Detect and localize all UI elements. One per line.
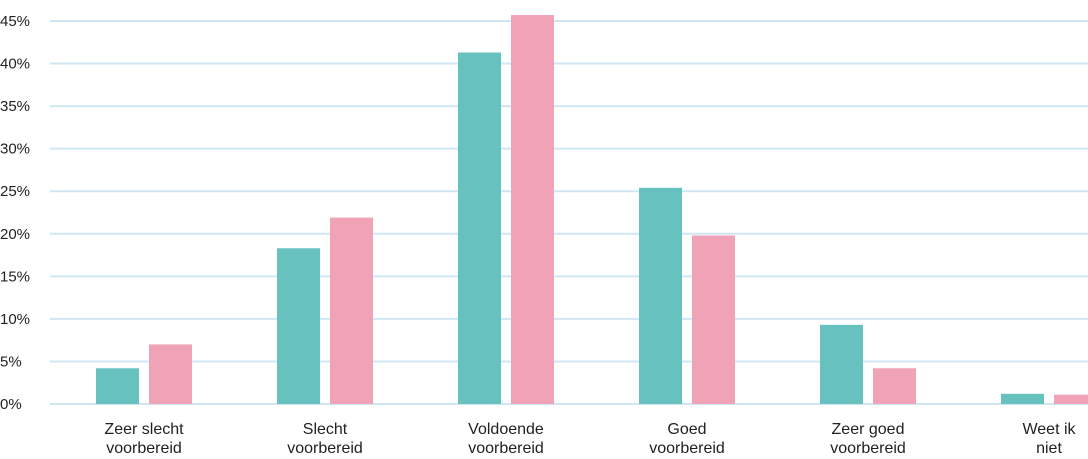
x-category-label: Zeer goed voorbereid (830, 421, 906, 457)
x-category-label-line: Goed (667, 421, 706, 438)
x-category-label-line: voorbereid (106, 440, 182, 457)
bar-series-2-category-4 (692, 235, 735, 404)
bar-series-1-category-5 (820, 324, 863, 404)
x-category-label-line: Voldoende (468, 421, 544, 438)
x-category-label: Zeer slecht voorbereid (104, 421, 184, 457)
y-tick-label: 25% (0, 183, 30, 200)
y-tick-label: 0% (0, 396, 22, 413)
x-category-label-line: voorbereid (830, 440, 906, 457)
x-category-label-line: voorbereid (287, 440, 363, 457)
x-category-label-line: Weet ik (1022, 421, 1076, 438)
y-tick-label: 20% (0, 226, 30, 243)
x-category-label: Voldoende voorbereid (468, 421, 544, 457)
gridlines (50, 20, 1088, 405)
y-tick-label: 30% (0, 141, 30, 158)
y-tick-label: 10% (0, 311, 30, 328)
bar-series-2-category-1 (149, 344, 192, 404)
bar-series-2-category-3 (511, 15, 554, 404)
bar-series-1-category-3 (458, 52, 501, 404)
x-category-label-line: Slecht (303, 421, 348, 438)
x-category-label: Slecht voorbereid (287, 421, 363, 457)
bar-series-1-category-1 (96, 368, 139, 404)
bars (96, 15, 1088, 404)
x-category-label-line: niet (1036, 440, 1062, 457)
bar-series-2-category-2 (330, 217, 373, 404)
x-category-label: Goed voorbereid (649, 421, 725, 457)
y-tick-label: 45% (0, 13, 30, 30)
y-tick-label: 5% (0, 353, 22, 370)
y-tick-label: 15% (0, 268, 30, 285)
y-axis-tick-labels: 0% 5% 10% 15% 20% 25% 30% 35% 40% 45% (0, 13, 30, 413)
bar-series-2-category-5 (873, 368, 916, 404)
x-category-label-line: voorbereid (468, 440, 544, 457)
bar-series-2-category-6 (1054, 394, 1088, 404)
bar-series-1-category-2 (277, 248, 320, 404)
y-tick-label: 40% (0, 56, 30, 73)
x-category-label: Weet ik niet (1022, 421, 1076, 457)
x-category-label-line: Zeer goed (832, 421, 905, 438)
bar-series-1-category-4 (639, 187, 682, 404)
bar-series-1-category-6 (1001, 393, 1044, 404)
y-tick-label: 35% (0, 98, 30, 115)
x-category-label-line: Zeer slecht (104, 421, 184, 438)
x-category-label-line: voorbereid (649, 440, 725, 457)
